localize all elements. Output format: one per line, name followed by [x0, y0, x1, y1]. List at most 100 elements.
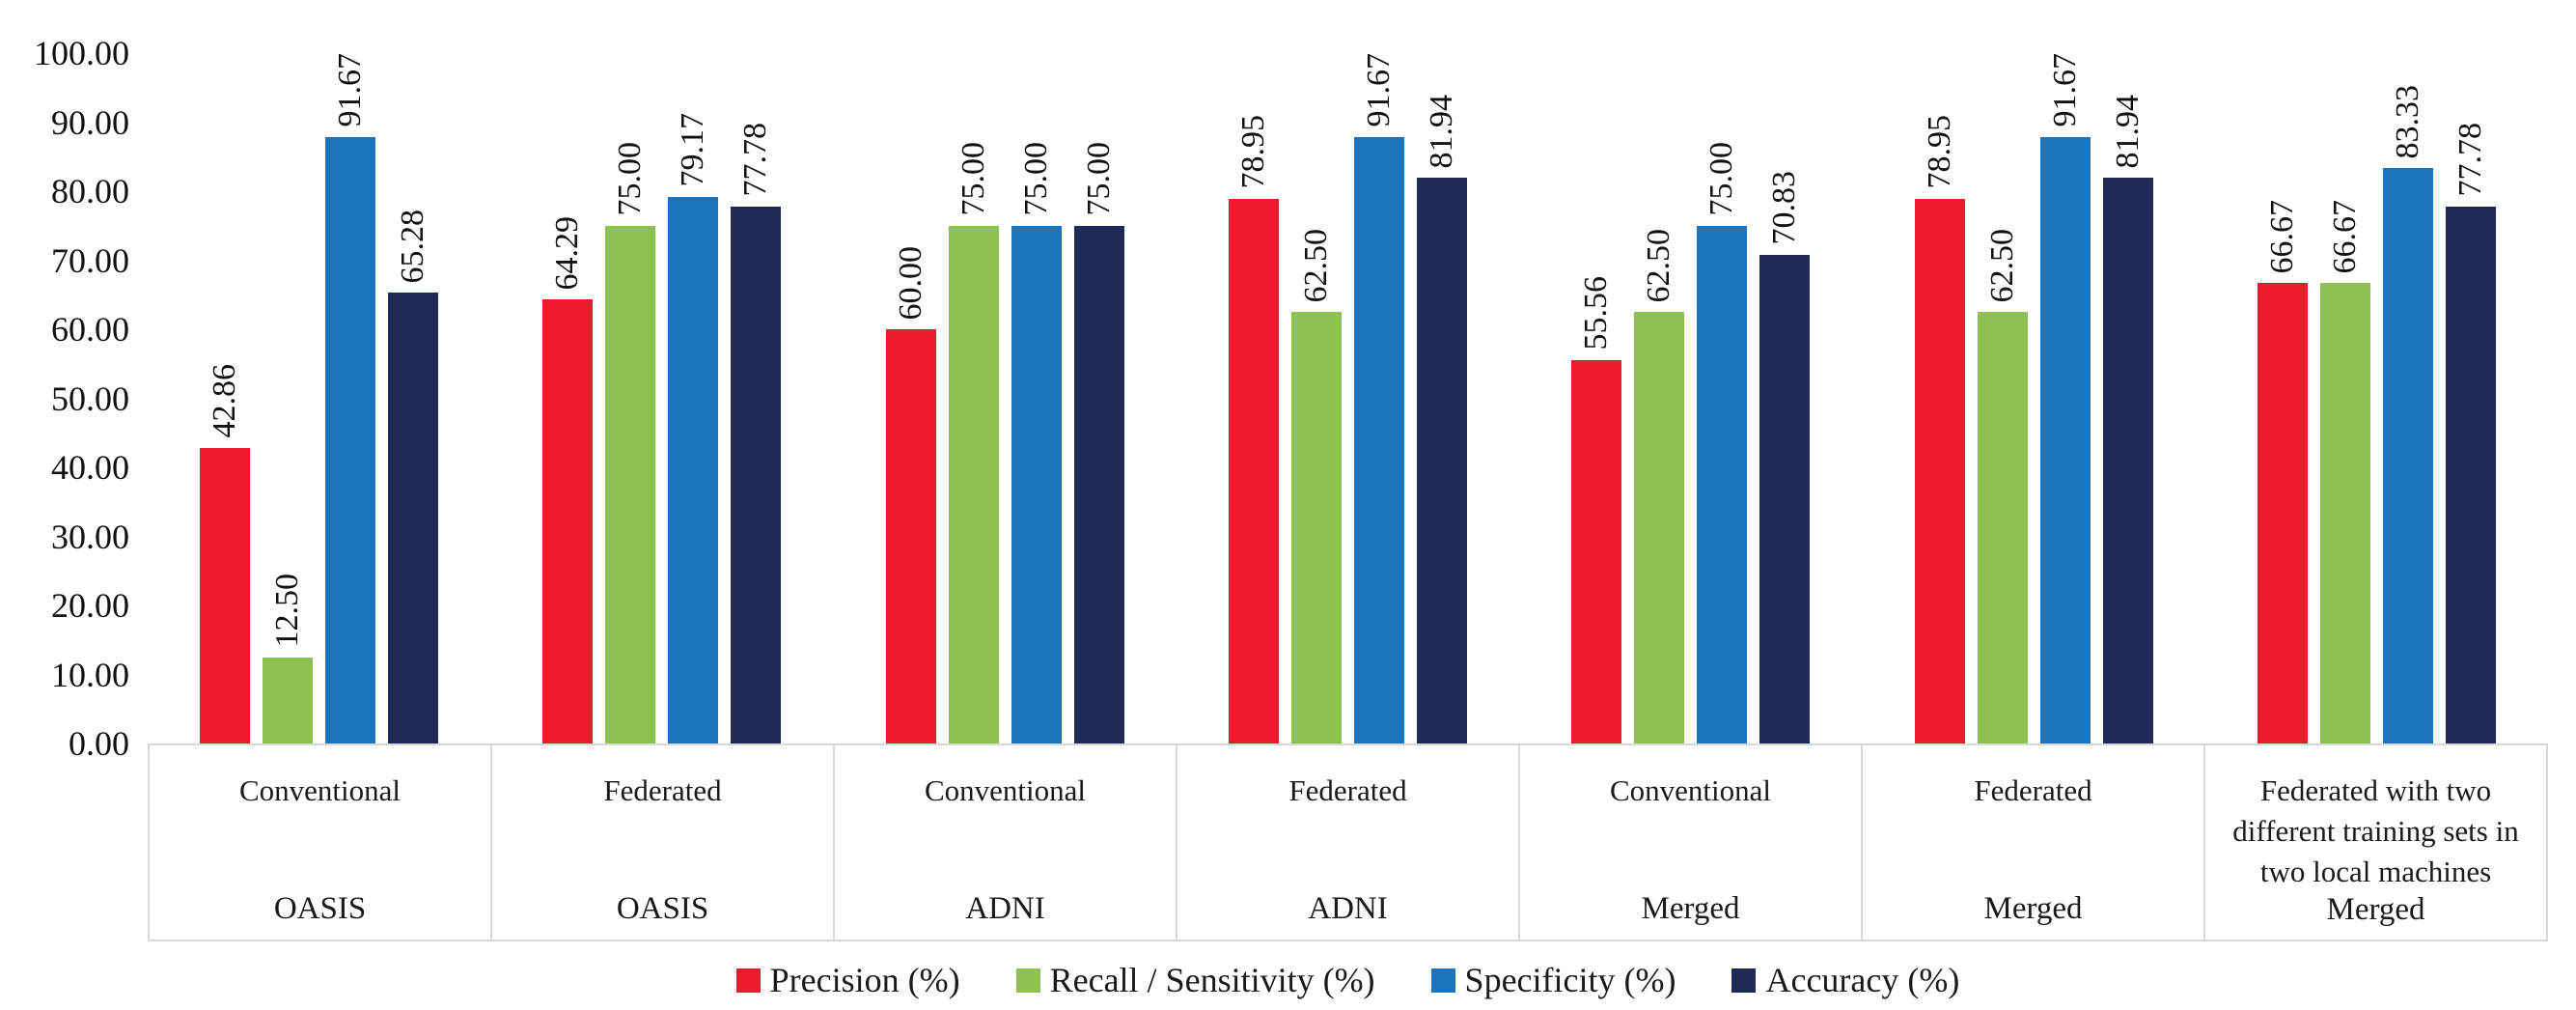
bar-with-label: 60.00: [885, 53, 936, 743]
bar-precision: [885, 329, 936, 743]
category-condition-label: Conventional: [1609, 773, 1772, 807]
bar-with-label: 75.00: [1073, 53, 1124, 743]
bar-recall-sensitivity: [1634, 312, 1685, 743]
bar-specificity: [1353, 136, 1404, 743]
bar-with-label: 66.67: [2319, 53, 2370, 743]
bar-accuracy: [2445, 206, 2496, 743]
category-dataset-label: Merged: [2326, 892, 2425, 927]
bar-precision: [1571, 359, 1622, 743]
category-cell: Federated Merged: [1863, 745, 2205, 940]
bar-specificity: [2039, 136, 2091, 743]
bar-with-label: 78.95: [1914, 53, 1965, 743]
bar-value-label: 64.29: [549, 215, 586, 291]
bar-recall-sensitivity: [948, 225, 999, 743]
bar-value-label: 42.86: [207, 364, 243, 438]
bar-value-label: 66.67: [2326, 199, 2363, 274]
bar-precision: [2257, 283, 2308, 743]
bar-accuracy: [1759, 254, 1811, 743]
category-condition-label: Conventional: [238, 773, 402, 807]
y-axis-tick-label: 100.00: [34, 34, 129, 72]
bar-with-label: 75.00: [605, 53, 656, 743]
bar-with-label: 12.50: [263, 53, 314, 743]
category-condition-label: Conventional: [924, 773, 1087, 807]
y-axis: 0.00 10.00 20.00 30.00 40.00 50.00 60.00 70.00 8…: [0, 36, 135, 761]
bar-specificity: [668, 196, 719, 743]
y-axis-tick-label: 10.00: [51, 655, 129, 694]
y-axis-tick-label: 40.00: [51, 448, 129, 487]
legend-swatch-recall-sensitivity: [1015, 968, 1040, 993]
legend-item-recall-sensitivity: Recall / Sensitivity (%): [1015, 961, 1375, 999]
category-condition-label: Federated with two different training se…: [2232, 773, 2519, 888]
bar-with-label: 77.78: [731, 53, 782, 743]
bar-with-label: 91.67: [2039, 53, 2091, 743]
bar-with-label: 55.56: [1571, 53, 1622, 743]
bar-value-label: 75.00: [1703, 142, 1740, 216]
legend-series-label: Accuracy (%): [1765, 961, 1960, 999]
bar-value-label: 70.83: [1766, 171, 1803, 245]
bar-recall-sensitivity: [2319, 283, 2370, 743]
y-axis-tick-label: 20.00: [51, 586, 129, 625]
bar-value-label: 91.67: [1360, 53, 1397, 127]
bar-value-label: 75.00: [955, 142, 991, 216]
bar-precision: [542, 299, 594, 743]
bar-with-label: 91.67: [1353, 53, 1404, 743]
bar-with-label: 42.86: [200, 53, 251, 743]
bar-value-label: 65.28: [395, 209, 431, 284]
bar-value-label: 62.50: [1641, 228, 1677, 303]
y-axis-tick-label: 70.00: [51, 240, 129, 280]
bar-with-label: 75.00: [948, 53, 999, 743]
bar-with-label: 75.00: [1011, 53, 1062, 743]
bar-value-label: 78.95: [1921, 115, 1957, 189]
category-dataset-label: OASIS: [616, 891, 709, 926]
bar-value-label: 78.95: [1234, 115, 1271, 189]
bar-value-label: 62.50: [1297, 228, 1334, 303]
category-cell: Conventional Merged: [1520, 745, 1863, 940]
bar-group: 78.95 62.50 91.67 81.94: [1177, 53, 1519, 743]
bar-group: 60.00 75.00 75.00 75.00: [834, 53, 1177, 743]
bar-group: 42.86 12.50 91.67 65.28: [148, 53, 490, 743]
legend-series-label: Recall / Sensitivity (%): [1049, 961, 1375, 999]
bar-group: 78.95 62.50 91.67 81.94: [1862, 53, 2204, 743]
bar-accuracy: [731, 206, 782, 743]
bar-value-label: 77.78: [737, 123, 774, 197]
legend-series-label: Specificity (%): [1464, 961, 1676, 999]
category-dataset-label: ADNI: [965, 891, 1045, 926]
bar-with-label: 81.94: [1416, 53, 1467, 743]
plot-area: 42.86 12.50 91.67 65.28 64.29 75.00 79.17 77.78…: [148, 53, 2548, 743]
bar-accuracy: [1073, 225, 1124, 743]
bar-value-label: 55.56: [1578, 276, 1615, 351]
y-axis-tick-label: 60.00: [51, 310, 129, 349]
bar-value-label: 79.17: [675, 113, 711, 187]
bar-with-label: 91.67: [325, 53, 376, 743]
bar-accuracy: [1416, 178, 1467, 743]
bar-with-label: 65.28: [388, 53, 439, 743]
bar-value-label: 91.67: [2046, 53, 2083, 127]
bar-value-label: 81.94: [2109, 94, 2146, 169]
legend-swatch-accuracy: [1731, 968, 1757, 993]
category-condition-label: Federated: [1974, 773, 2092, 807]
category-table: Conventional OASIS Federated OASIS Conventio…: [148, 743, 2548, 941]
bar-with-label: 66.67: [2257, 53, 2308, 743]
category-cell: Federated ADNI: [1177, 745, 1520, 940]
bar-value-label: 75.00: [612, 142, 649, 216]
bar-recall-sensitivity: [263, 657, 314, 743]
category-cell: Federated with two different training se…: [2205, 745, 2548, 940]
bar-with-label: 62.50: [1977, 53, 2028, 743]
bar-specificity: [2382, 168, 2433, 743]
bar-value-label: 62.50: [1983, 228, 2020, 303]
bar-group: 64.29 75.00 79.17 77.78: [490, 53, 833, 743]
bar-with-label: 77.78: [2445, 53, 2496, 743]
y-axis-tick-label: 90.00: [51, 102, 129, 142]
bar-group: 55.56 62.50 75.00 70.83: [1519, 53, 1862, 743]
category-dataset-label: Merged: [1641, 891, 1740, 926]
bar-precision: [1228, 198, 1279, 743]
bar-value-label: 83.33: [2389, 84, 2425, 159]
legend-item-precision: Precision (%): [735, 961, 960, 999]
bar-specificity: [325, 136, 376, 743]
category-dataset-label: Merged: [1983, 891, 2083, 926]
bar-with-label: 75.00: [1697, 53, 1748, 743]
bar-with-label: 64.29: [542, 53, 594, 743]
bar-with-label: 81.94: [2102, 53, 2153, 743]
bar-with-label: 70.83: [1759, 53, 1811, 743]
bar-with-label: 62.50: [1290, 53, 1342, 743]
